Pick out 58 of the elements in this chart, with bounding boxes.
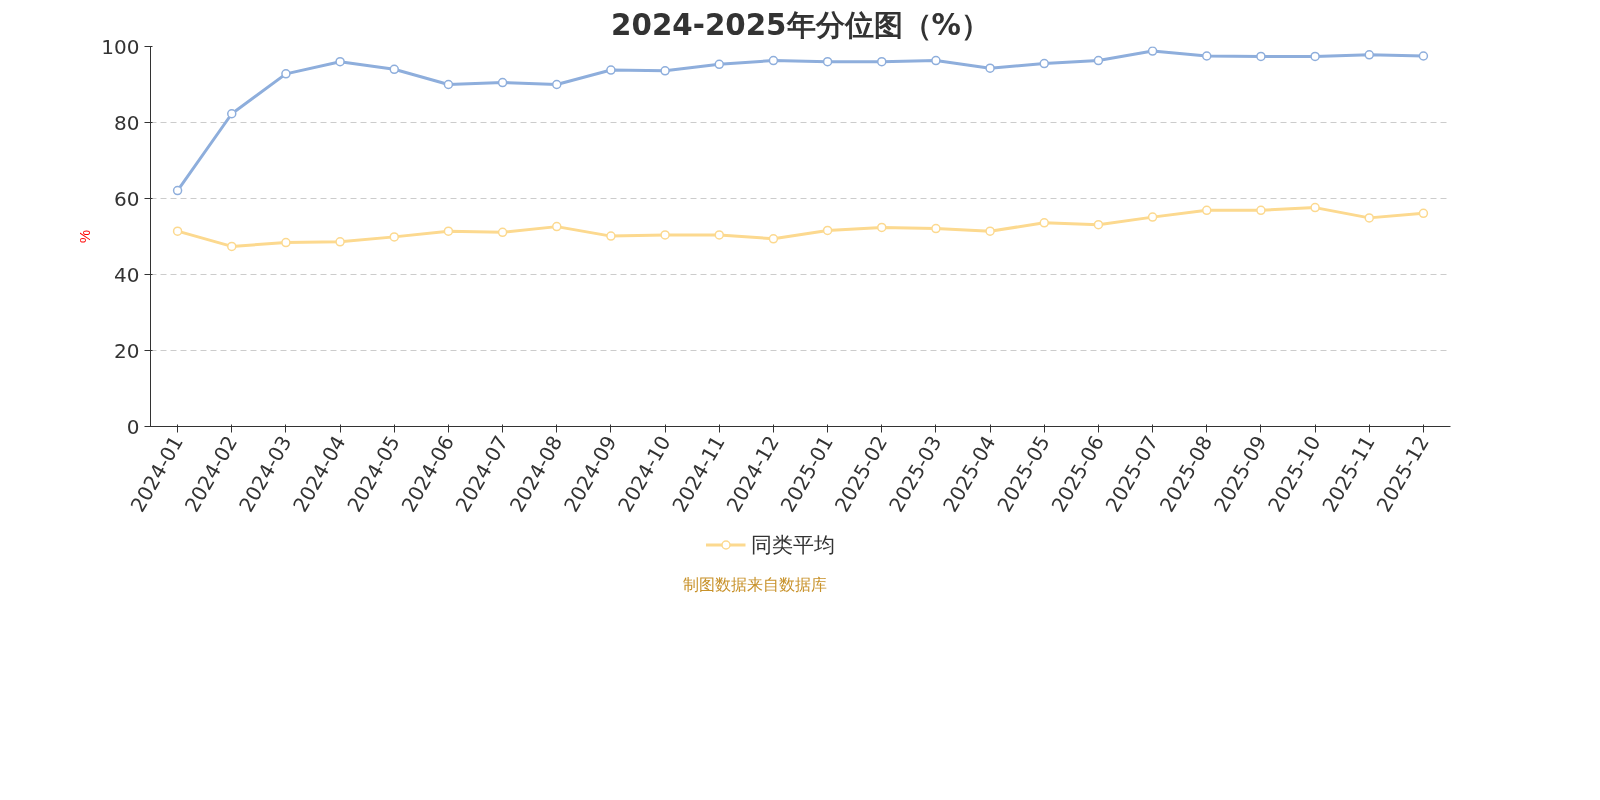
- point: [931, 223, 941, 234]
- point: [1364, 213, 1374, 223]
- point: [1310, 202, 1320, 213]
- point: [281, 237, 291, 248]
- point: [1364, 50, 1374, 60]
- point: [1256, 205, 1266, 216]
- point: [822, 56, 833, 67]
- point: [822, 225, 833, 236]
- point: [443, 79, 454, 90]
- point: [497, 227, 508, 238]
- point: [714, 59, 724, 70]
- point: [1202, 51, 1212, 61]
- point: [1147, 212, 1158, 222]
- point: [768, 234, 779, 244]
- point: [335, 237, 345, 247]
- point: [227, 109, 237, 119]
- point: [877, 56, 887, 67]
- legend-label: 同类平均: [750, 530, 835, 559]
- point: [985, 63, 995, 73]
- point: [1418, 208, 1429, 219]
- point: [660, 230, 670, 240]
- point: [1202, 205, 1212, 216]
- point: [552, 221, 562, 232]
- point: [227, 241, 237, 252]
- y-tick-label: 80: [114, 110, 140, 135]
- point: [1093, 55, 1104, 66]
- point: [931, 55, 941, 66]
- y-tick-label: 20: [114, 338, 140, 363]
- point: [1310, 51, 1320, 62]
- point: [1256, 51, 1266, 62]
- point: [768, 55, 779, 66]
- point: [985, 226, 995, 236]
- point: [1147, 46, 1158, 56]
- point: [389, 64, 399, 75]
- point: [172, 226, 183, 236]
- y-axis-title: %: [77, 229, 94, 244]
- point: [606, 231, 616, 241]
- y-tick-label: 40: [114, 262, 140, 287]
- point: [335, 56, 345, 67]
- text: 制图数据来自数据库: [683, 574, 827, 596]
- point: [443, 226, 454, 236]
- point: [714, 230, 724, 240]
- point: [1039, 58, 1049, 69]
- y-tick-label: 60: [114, 186, 140, 211]
- point: [1039, 218, 1049, 228]
- point: [606, 65, 616, 75]
- point: [389, 232, 399, 242]
- point: [281, 69, 291, 79]
- point: [877, 222, 887, 233]
- y-tick-label: 100: [101, 34, 140, 59]
- point: [1093, 219, 1104, 230]
- point: [660, 66, 670, 76]
- point: [1418, 51, 1429, 61]
- chart-title: 2024-2025年分位图（%）: [611, 7, 990, 42]
- y-tick-label: 0: [126, 414, 140, 439]
- point: [552, 79, 562, 90]
- point: [172, 185, 183, 196]
- point: [497, 77, 508, 88]
